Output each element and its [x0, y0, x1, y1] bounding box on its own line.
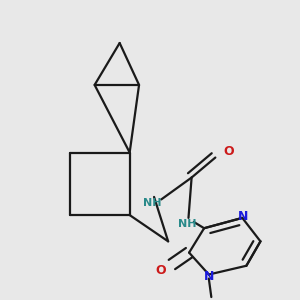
Text: NH: NH [178, 218, 196, 229]
Text: O: O [223, 145, 233, 158]
Text: NH: NH [143, 198, 162, 208]
Text: N: N [238, 210, 248, 223]
Text: N: N [204, 270, 214, 283]
Text: O: O [156, 264, 166, 277]
